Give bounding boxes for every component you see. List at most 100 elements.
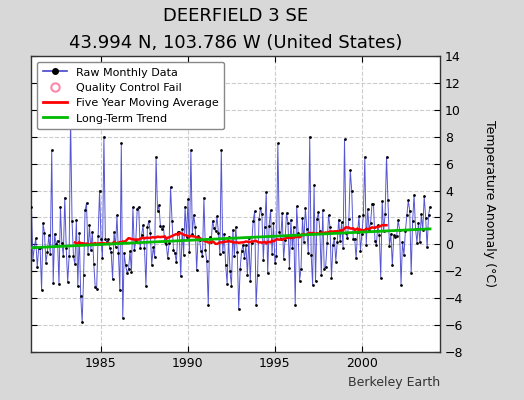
Point — [398, 239, 407, 246]
Point — [152, 154, 160, 160]
Point — [213, 213, 221, 220]
Point — [290, 224, 298, 230]
Point — [214, 230, 223, 236]
Point — [127, 269, 136, 276]
Point — [246, 278, 255, 285]
Point — [114, 250, 123, 256]
Point — [45, 232, 53, 238]
Point — [95, 188, 104, 194]
Point — [264, 270, 272, 277]
Point — [169, 247, 178, 253]
Point — [423, 244, 431, 250]
Point — [332, 258, 340, 265]
Point — [410, 192, 418, 198]
Point — [262, 189, 270, 196]
Text: Berkeley Earth: Berkeley Earth — [348, 376, 440, 389]
Point — [309, 282, 317, 288]
Point — [326, 224, 334, 230]
Point — [65, 253, 73, 260]
Point — [185, 249, 193, 255]
Point — [62, 245, 70, 251]
Point — [68, 218, 76, 224]
Point — [355, 213, 363, 220]
Point — [336, 238, 344, 244]
Point — [198, 253, 206, 259]
Point — [400, 252, 408, 258]
Point — [191, 224, 200, 230]
Point — [389, 232, 398, 238]
Point — [260, 224, 269, 230]
Point — [168, 218, 176, 224]
Y-axis label: Temperature Anomaly (°C): Temperature Anomaly (°C) — [483, 120, 496, 288]
Point — [394, 217, 402, 224]
Point — [220, 231, 228, 238]
Point — [343, 235, 352, 241]
Point — [358, 231, 366, 237]
Point — [292, 203, 301, 210]
Point — [347, 188, 356, 194]
Point — [385, 242, 394, 249]
Point — [298, 215, 307, 221]
Point — [227, 283, 236, 290]
Point — [307, 252, 315, 258]
Point — [86, 247, 95, 253]
Point — [99, 254, 107, 261]
Point — [402, 212, 411, 219]
Point — [313, 216, 321, 223]
Point — [319, 207, 327, 213]
Point — [110, 229, 118, 236]
Point — [50, 231, 59, 237]
Point — [201, 246, 210, 253]
Point — [46, 251, 54, 257]
Point — [259, 257, 268, 263]
Point — [97, 235, 105, 242]
Point — [226, 268, 234, 274]
Point — [162, 241, 170, 247]
Point — [172, 259, 181, 266]
Point — [187, 147, 195, 153]
Point — [117, 140, 125, 147]
Point — [209, 218, 217, 224]
Point — [55, 281, 63, 287]
Point — [75, 230, 83, 236]
Point — [329, 242, 337, 248]
Point — [130, 247, 138, 254]
Point — [216, 251, 224, 258]
Point — [165, 240, 173, 246]
Point — [284, 220, 292, 226]
Point — [80, 272, 88, 278]
Point — [241, 255, 249, 262]
Point — [277, 236, 285, 242]
Point — [414, 220, 423, 226]
Point — [84, 250, 92, 257]
Point — [30, 244, 39, 251]
Point — [230, 253, 238, 259]
Point — [179, 252, 188, 258]
Point — [207, 238, 215, 245]
Point — [90, 260, 98, 267]
Point — [120, 250, 128, 256]
Point — [78, 319, 86, 326]
Point — [282, 210, 291, 216]
Point — [53, 237, 62, 244]
Point — [420, 193, 429, 199]
Point — [103, 239, 111, 246]
Point — [148, 262, 156, 268]
Point — [419, 227, 427, 234]
Point — [381, 211, 389, 217]
Point — [184, 196, 192, 203]
Point — [224, 234, 233, 240]
Point — [339, 244, 347, 251]
Point — [81, 207, 89, 214]
Point — [258, 210, 266, 217]
Point — [388, 262, 397, 268]
Point — [232, 224, 240, 230]
Point — [426, 204, 434, 210]
Point — [129, 204, 137, 210]
Point — [378, 198, 386, 204]
Point — [421, 214, 430, 221]
Point — [63, 279, 72, 285]
Point — [320, 266, 329, 273]
Point — [242, 242, 250, 248]
Point — [269, 220, 278, 226]
